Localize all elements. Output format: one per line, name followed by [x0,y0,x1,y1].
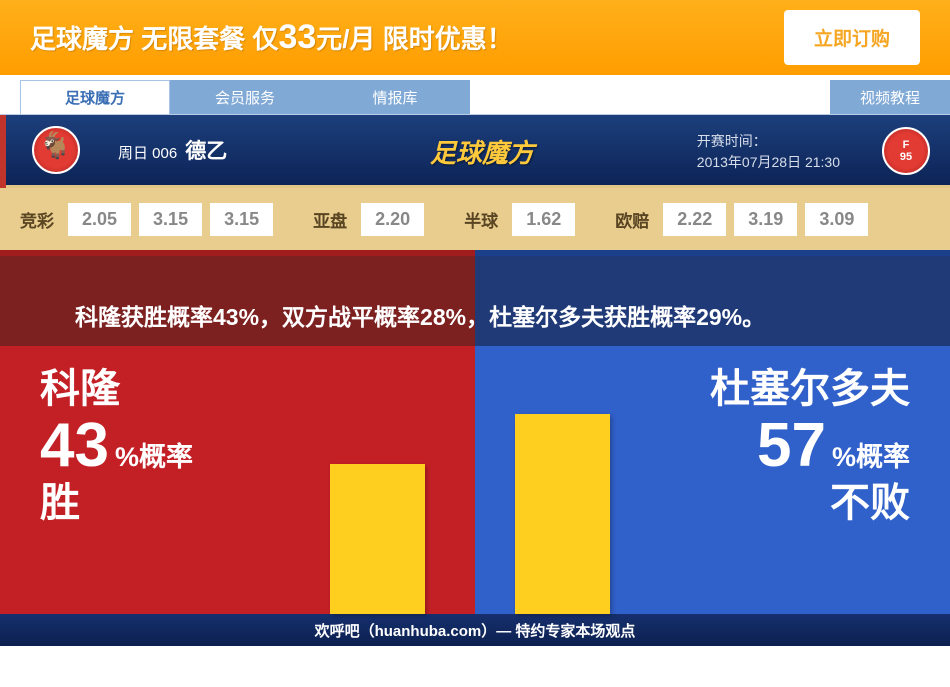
away-team-stats-text: 杜塞尔多夫 57 %概率 不败 [710,366,910,526]
odds-value[interactable]: 3.15 [139,203,202,236]
away-team-badge-text: F 95 [900,139,912,163]
home-team-logo: 🐐 [18,114,93,187]
odds-value[interactable]: 2.22 [663,203,726,236]
site-logo-center: 足球魔方 [430,115,534,188]
odds-group-jingcai: 竞彩 2.05 3.15 3.15 [20,203,273,236]
promo-banner: 足球魔方 无限套餐 仅33元/月 限时优惠！ 立即订购 [0,0,950,75]
subscribe-now-button[interactable]: 立即订购 [784,10,920,65]
away-unbeaten-probability-bar [515,414,610,614]
odds-value[interactable]: 2.20 [361,203,424,236]
away-team-logo: F 95 [882,127,930,175]
prediction-summary-text: 科隆获胜概率43%，双方战平概率28%，杜塞尔多夫获胜概率29%。 [75,300,895,336]
odds-group-handicap: 半球 1.62 [464,203,575,236]
odds-value[interactable]: 1.62 [512,203,575,236]
stats-band: 科隆 43 %概率 胜 杜塞尔多夫 57 %概率 不败 [0,346,950,614]
odds-value[interactable]: 2.05 [68,203,131,236]
odds-bar: 竞彩 2.05 3.15 3.15 亚盘 2.20 半球 1.62 欧赔 2.2… [0,188,950,250]
odds-value[interactable]: 3.15 [210,203,273,236]
tab-member-services[interactable]: 会员服务 [170,80,320,114]
match-header: 🐐 周日 006 德乙 足球魔方 开赛时间： 2013年07月28日 21:30 … [0,115,950,188]
video-tutorial-link[interactable]: 视频教程 [830,80,950,114]
home-team-stats-text: 科隆 43 %概率 胜 [40,366,193,526]
away-team-stats-panel: 杜塞尔多夫 57 %概率 不败 [475,346,950,614]
footer-bar: 欢呼吧（huanhuba.com）— 特约专家本场观点 [0,614,950,646]
tab-football-cube[interactable]: 足球魔方 [20,80,170,114]
goat-icon: 🐐 [39,130,71,161]
odds-group-european: 欧赔 2.22 3.19 3.09 [615,203,868,236]
odds-group-asian: 亚盘 2.20 [313,203,424,236]
home-win-probability-bar [330,464,425,614]
odds-value[interactable]: 3.19 [734,203,797,236]
home-team-stats-panel: 科隆 43 %概率 胜 [0,346,475,614]
promo-banner-text: 足球魔方 无限套餐 仅33元/月 限时优惠！ [30,18,513,57]
tab-intel-library[interactable]: 情报库 [320,80,470,114]
kickoff-time-block: 开赛时间： 2013年07月28日 21:30 [697,115,840,188]
odds-value[interactable]: 3.09 [805,203,868,236]
match-header-accent-bar [0,115,6,188]
nav-bar: 足球魔方 会员服务 情报库 视频教程 [0,75,950,115]
match-title: 周日 006 德乙 [118,135,227,165]
